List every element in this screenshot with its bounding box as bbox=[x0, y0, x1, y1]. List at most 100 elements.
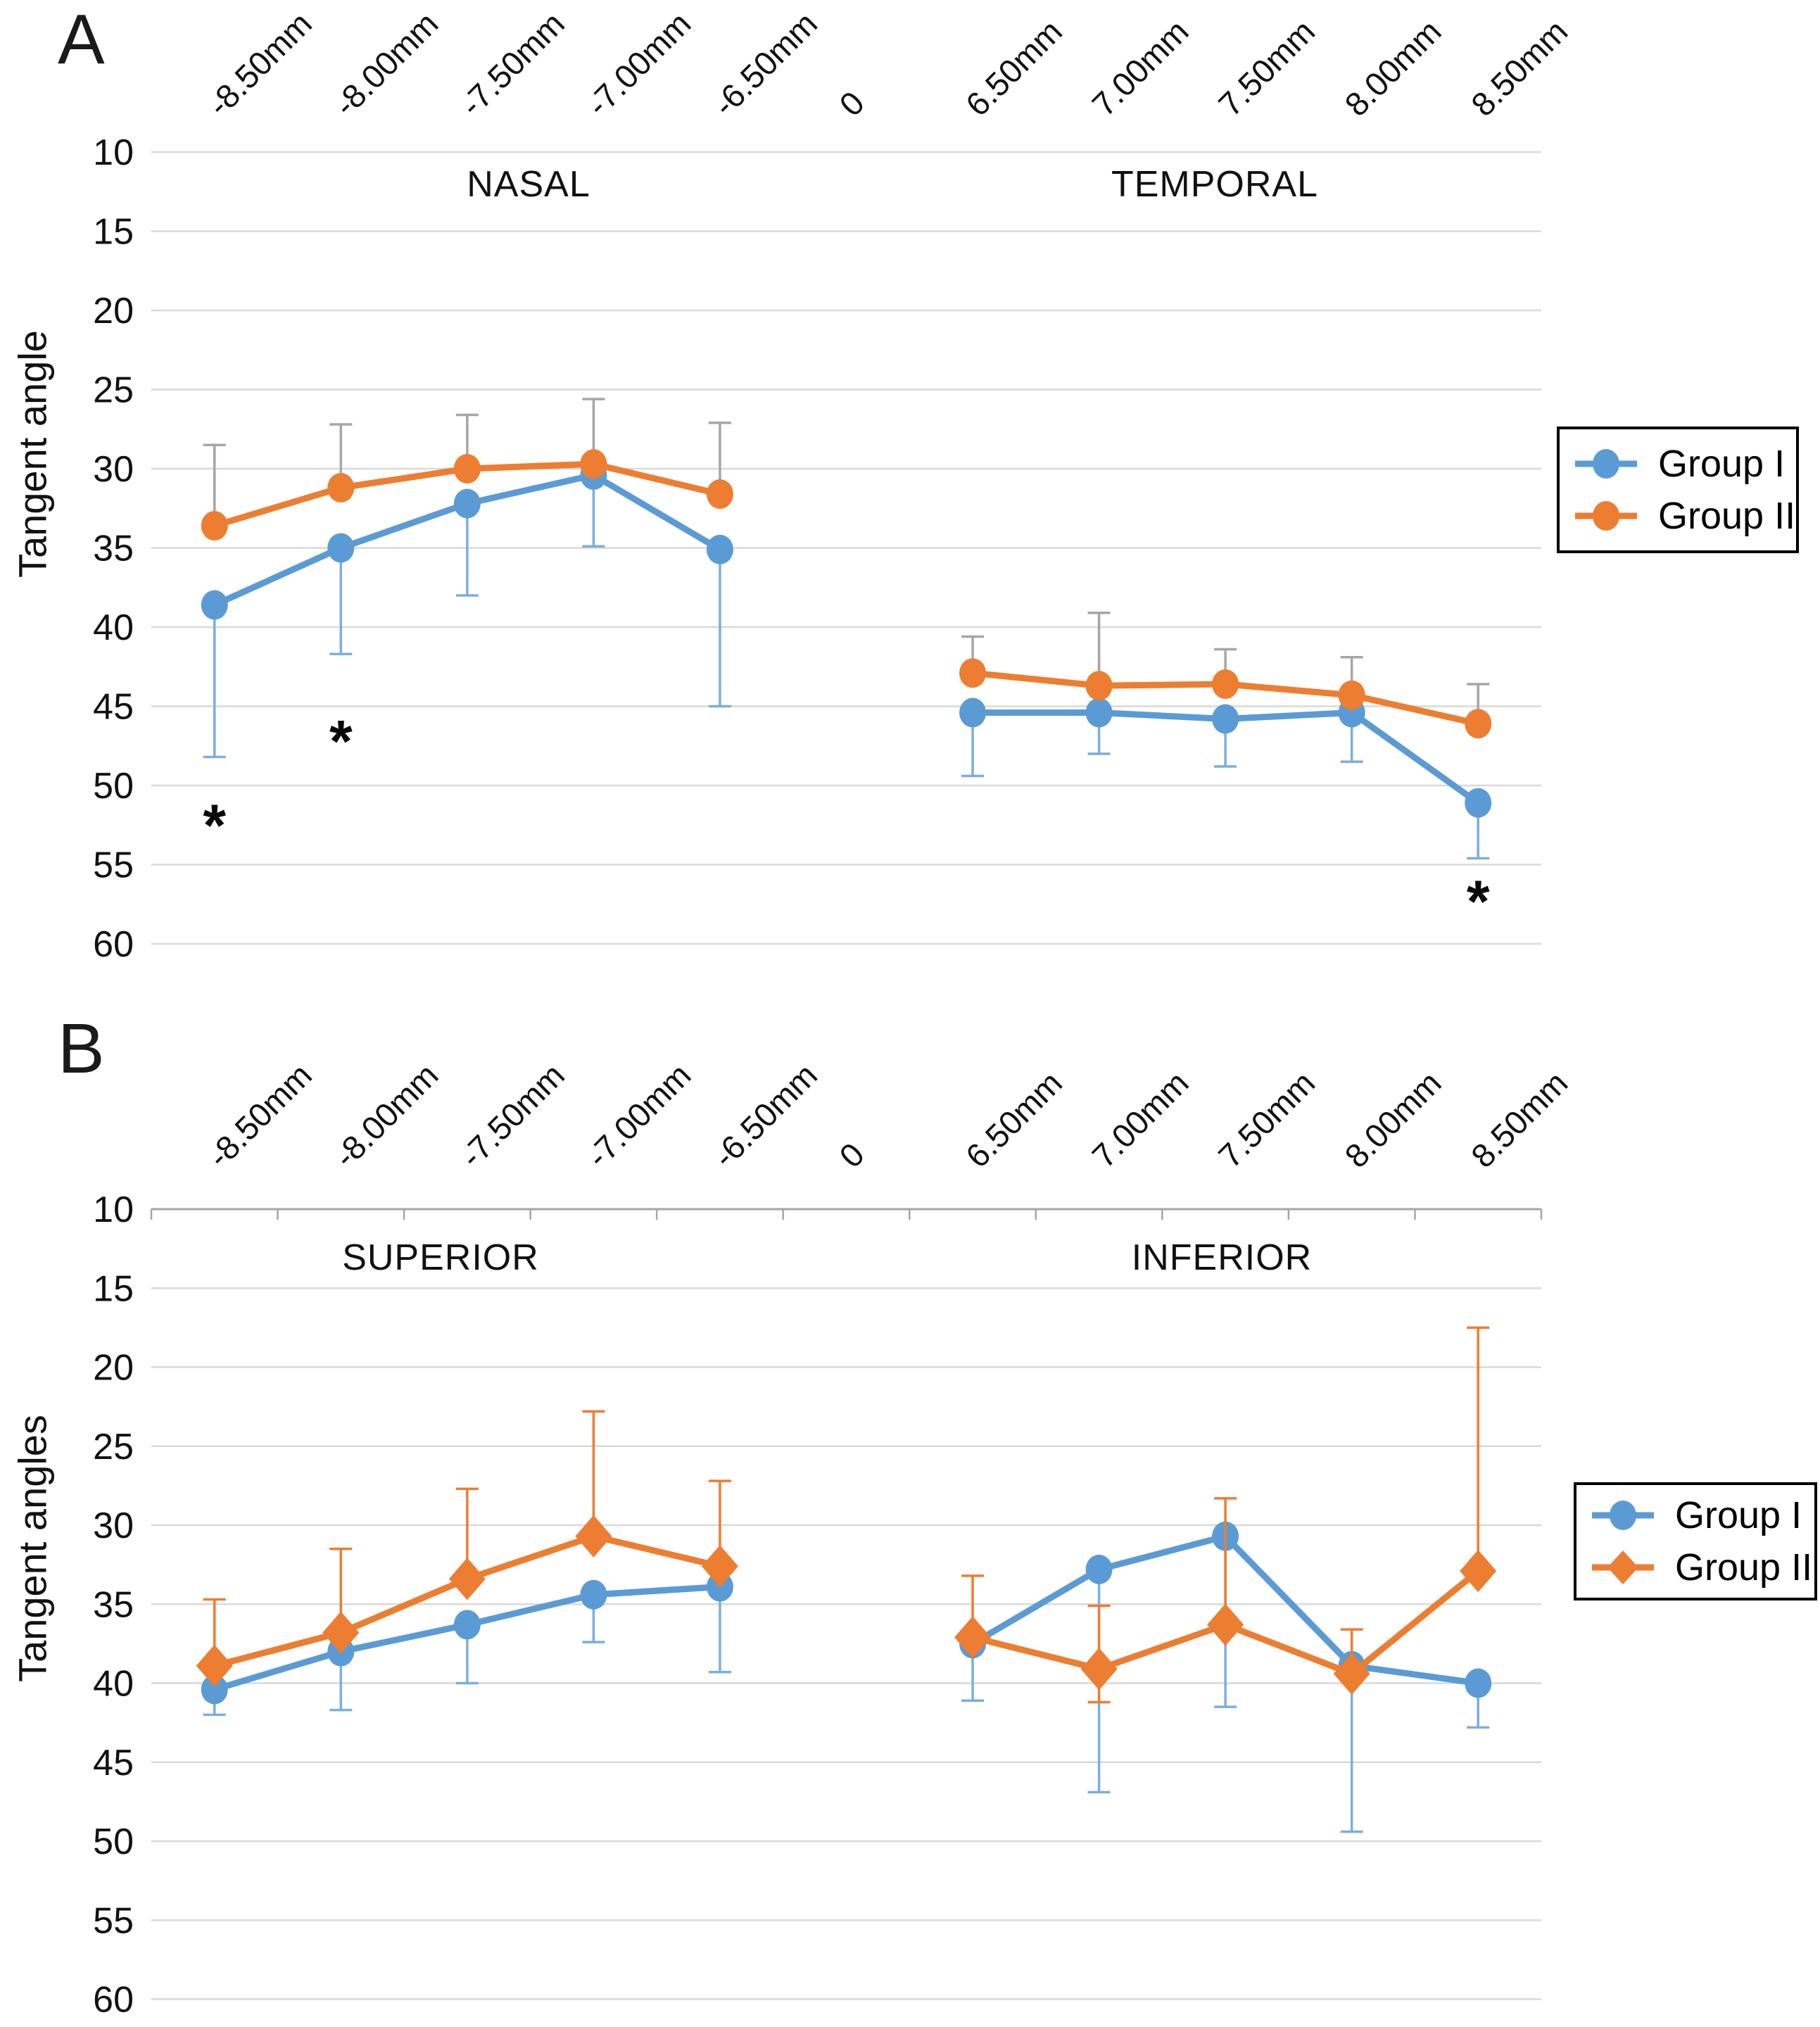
data-point-diamond bbox=[954, 1616, 992, 1659]
data-point-circle bbox=[706, 479, 733, 509]
significance-asterisk: * bbox=[1467, 868, 1490, 934]
y-tick-label: 40 bbox=[93, 607, 134, 648]
data-point-circle bbox=[1085, 671, 1113, 701]
data-point-diamond bbox=[322, 1611, 360, 1654]
x-axis-label: -8.00mm bbox=[327, 4, 445, 123]
data-point-circle bbox=[201, 590, 228, 620]
legend-item-group1: Group I bbox=[1589, 1493, 1802, 1538]
data-point-circle bbox=[1465, 788, 1492, 818]
series-group-ii bbox=[196, 1326, 1497, 1704]
y-tick-label: 25 bbox=[93, 1427, 134, 1467]
data-point-circle bbox=[580, 449, 607, 479]
data-point-circle bbox=[1212, 669, 1239, 699]
y-tick-label: 50 bbox=[93, 766, 134, 807]
x-axis-label: 7.50mm bbox=[1211, 13, 1322, 124]
x-axis-label: -8.50mm bbox=[200, 1056, 319, 1175]
panel-a-legend: Group I Group II bbox=[1557, 427, 1799, 553]
x-axis-label: 8.50mm bbox=[1464, 1064, 1575, 1175]
group2-line-circle-icon bbox=[1572, 493, 1640, 538]
panel-b-letter: B bbox=[58, 1009, 105, 1088]
x-axis-label: -7.00mm bbox=[579, 1056, 698, 1175]
y-tick-label: 45 bbox=[93, 687, 134, 728]
panel-a-letter: A bbox=[58, 0, 105, 79]
y-tick-label: 40 bbox=[93, 1664, 134, 1705]
data-point-diamond bbox=[701, 1545, 738, 1588]
y-tick-label: 15 bbox=[93, 1268, 134, 1309]
x-axis-label: -8.50mm bbox=[200, 4, 319, 123]
legend-marker-svg bbox=[1575, 449, 1637, 479]
x-axis-label: 8.50mm bbox=[1464, 13, 1575, 124]
y-tick-label: 60 bbox=[93, 924, 134, 965]
x-axis-label: 7.00mm bbox=[1085, 13, 1196, 124]
x-axis-label: 6.50mm bbox=[959, 1064, 1070, 1175]
panel-b-superior-label: SUPERIOR bbox=[342, 1237, 539, 1278]
data-point-circle bbox=[580, 1579, 607, 1610]
data-point-circle bbox=[1212, 704, 1239, 734]
data-point-diamond bbox=[1080, 1648, 1118, 1691]
y-tick-label: 35 bbox=[93, 529, 134, 569]
legend-item-group2: Group II bbox=[1572, 493, 1795, 538]
legend-label: Group II bbox=[1658, 495, 1796, 537]
data-point-diamond bbox=[575, 1515, 612, 1558]
x-axis-label: 8.00mm bbox=[1337, 13, 1448, 124]
legend-label: Group I bbox=[1658, 443, 1786, 485]
y-tick-label: 30 bbox=[93, 1505, 134, 1546]
legend-marker-svg bbox=[1592, 1551, 1654, 1584]
data-point-circle bbox=[1085, 697, 1113, 728]
group1-line-circle-icon bbox=[1572, 441, 1640, 486]
legend-label: Group I bbox=[1675, 1494, 1802, 1536]
panel-b-plot: 10 15 20 25 30 35 40 45 50 55 60 -8.50mm -8.00mm -7.5… bbox=[93, 1056, 1574, 2020]
y-tick-label: 25 bbox=[93, 370, 134, 411]
data-point-diamond bbox=[196, 1644, 233, 1687]
data-point-diamond bbox=[1207, 1603, 1244, 1646]
significance-asterisk: * bbox=[203, 792, 226, 858]
y-tick-label: 55 bbox=[93, 1900, 134, 1941]
x-axis-label: -7.00mm bbox=[579, 4, 698, 123]
data-point-circle bbox=[1085, 1554, 1113, 1584]
y-tick-label: 20 bbox=[93, 291, 134, 331]
y-tick-label: 10 bbox=[93, 132, 134, 173]
x-axis-label: 0 bbox=[832, 1135, 871, 1175]
x-axis-label: 7.50mm bbox=[1211, 1064, 1322, 1175]
y-tick-label: 30 bbox=[93, 449, 134, 490]
data-point-circle bbox=[453, 454, 481, 484]
legend-marker-svg bbox=[1592, 1501, 1654, 1530]
data-point-diamond bbox=[448, 1558, 486, 1600]
legend-item-group1: Group I bbox=[1572, 441, 1786, 486]
y-tick-label: 45 bbox=[93, 1743, 134, 1783]
significance-asterisk: * bbox=[329, 708, 353, 774]
x-axis-label: 8.00mm bbox=[1337, 1064, 1448, 1175]
data-point-circle bbox=[959, 658, 987, 688]
panel-a-plot: 10 15 20 25 30 35 40 45 50 55 60 -8.50mm -8.00mm -7.5… bbox=[93, 4, 1574, 965]
series-group-i bbox=[201, 1521, 1492, 1833]
panel-a-y-axis-title: Tangent angle bbox=[10, 330, 55, 578]
data-point-circle bbox=[959, 697, 987, 728]
data-point-diamond bbox=[1333, 1653, 1370, 1696]
panel-b-inferior-label: INFERIOR bbox=[1131, 1237, 1313, 1278]
panel-a-nasal-label: NASAL bbox=[467, 164, 590, 205]
x-axis-label: -7.50mm bbox=[453, 4, 571, 123]
panel-a-temporal-label: TEMPORAL bbox=[1111, 164, 1319, 205]
legend-diamond bbox=[1607, 1551, 1638, 1584]
legend-label: Group II bbox=[1675, 1546, 1813, 1589]
x-axis-label: -8.00mm bbox=[327, 1056, 445, 1175]
legend-item-group2: Group II bbox=[1589, 1545, 1812, 1590]
y-tick-label: 50 bbox=[93, 1821, 134, 1862]
data-point-circle bbox=[1338, 680, 1365, 710]
series-group-i bbox=[201, 460, 1492, 860]
legend-circle bbox=[1593, 449, 1619, 479]
data-point-diamond bbox=[1460, 1550, 1497, 1593]
panel-b-legend: Group I Group II bbox=[1574, 1482, 1817, 1600]
data-point-circle bbox=[453, 1610, 481, 1640]
panel-b-y-axis-title: Tangent angles bbox=[10, 1415, 55, 1682]
x-axis-label: -6.50mm bbox=[706, 1056, 825, 1175]
y-tick-label: 20 bbox=[93, 1348, 134, 1389]
legend-marker-svg bbox=[1575, 501, 1637, 531]
series-group-ii bbox=[201, 398, 1492, 739]
x-axis-label: 6.50mm bbox=[959, 13, 1070, 124]
x-axis-label: -6.50mm bbox=[706, 4, 825, 123]
group1-line-circle-icon bbox=[1589, 1493, 1657, 1538]
data-point-circle bbox=[201, 1674, 228, 1705]
